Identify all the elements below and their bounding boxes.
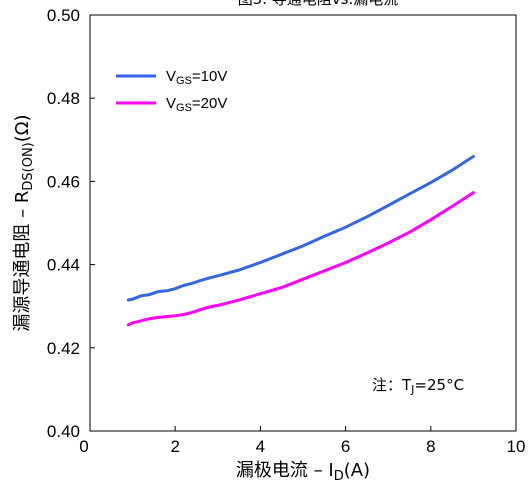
chart-title: 图5. 导通电阻vs.漏电流 (238, 0, 399, 8)
legend-label-vgs-20v: VGS=20V (166, 95, 227, 114)
legend: VGS=10V VGS=20V (116, 68, 227, 114)
x-axis-ticks: 0 2 4 6 8 10 (79, 426, 525, 456)
series-line-vgs-10v (126, 154, 475, 302)
plot-frame (89, 14, 517, 432)
y-tick-label: 0.50 (47, 6, 80, 25)
x-tick-label: 10 (507, 437, 526, 456)
temperature-note: 注：TJ=25°C (372, 376, 464, 396)
x-tick-label: 6 (341, 437, 350, 456)
y-tick-label: 0.40 (47, 422, 80, 441)
y-tick-label: 0.44 (47, 256, 80, 275)
series-group (126, 154, 475, 327)
y-tick-label: 0.48 (47, 89, 80, 108)
y-axis-label: 漏源导通电阻 – RDS(ON)(Ω) (12, 114, 36, 331)
legend-label-vgs-10v: VGS=10V (166, 68, 227, 87)
series-line-vgs-20v (126, 191, 475, 327)
x-tick-label: 0 (79, 437, 88, 456)
y-tick-label: 0.42 (47, 339, 80, 358)
x-tick-label: 2 (170, 437, 179, 456)
x-tick-label: 4 (256, 437, 265, 456)
x-tick-label: 8 (426, 437, 435, 456)
y-axis-ticks: 0.40 0.42 0.44 0.46 0.48 0.50 (47, 6, 95, 441)
y-tick-label: 0.46 (47, 172, 80, 191)
x-axis-label: 漏极电流 – ID(A) (236, 460, 370, 484)
